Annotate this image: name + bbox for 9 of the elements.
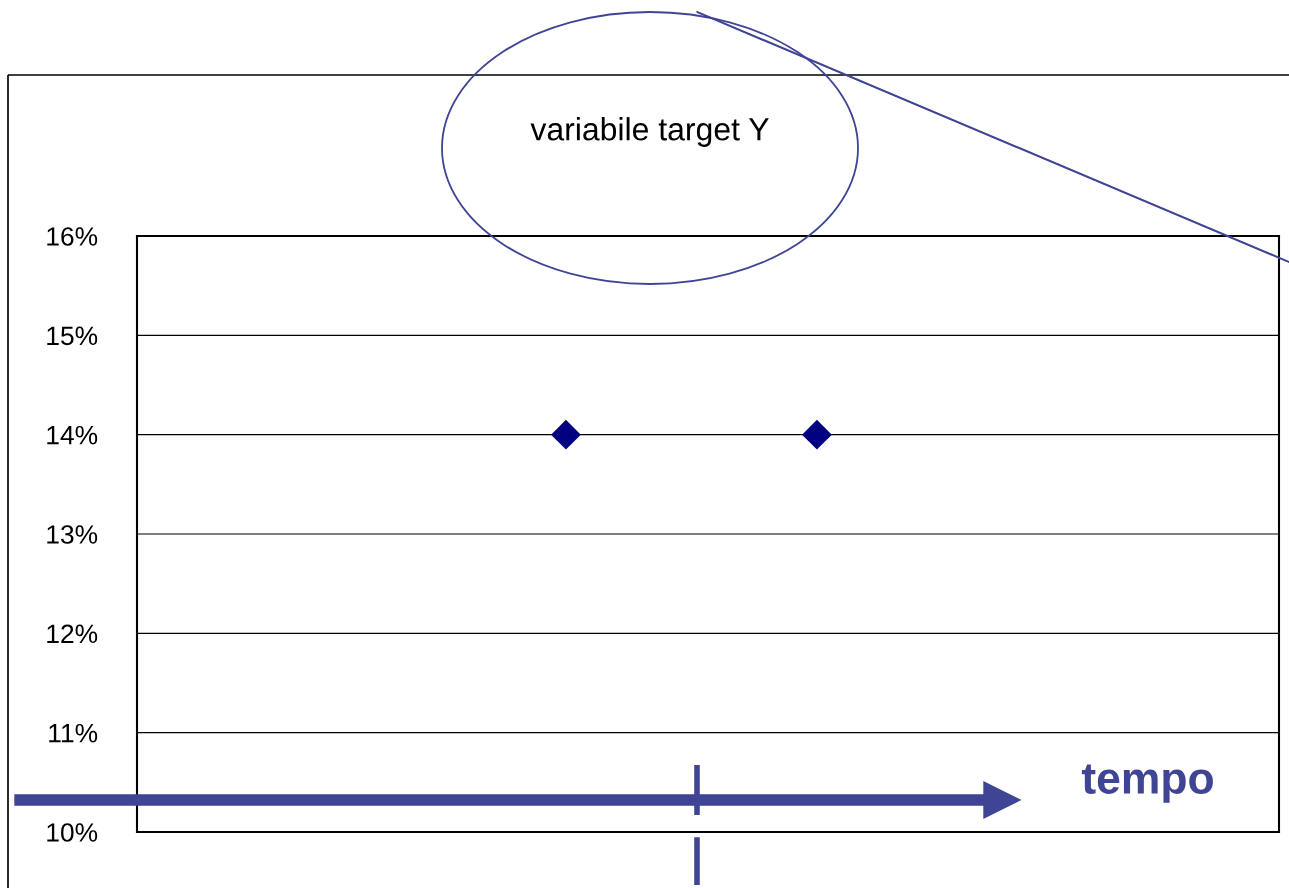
y-tick-label: 15% (47, 326, 98, 346)
text: variabile target Y (530, 117, 769, 147)
annotation: tempo (1081, 764, 1213, 803)
y-tick-label: 12% (47, 624, 98, 644)
y-tick-label: 10% (47, 823, 98, 842)
y-tick-label: 13% (47, 525, 98, 544)
y-tick-label: 14% (47, 425, 98, 445)
y-tick-label: 16% (47, 227, 98, 246)
y-tick-label: 11% (49, 723, 98, 743)
